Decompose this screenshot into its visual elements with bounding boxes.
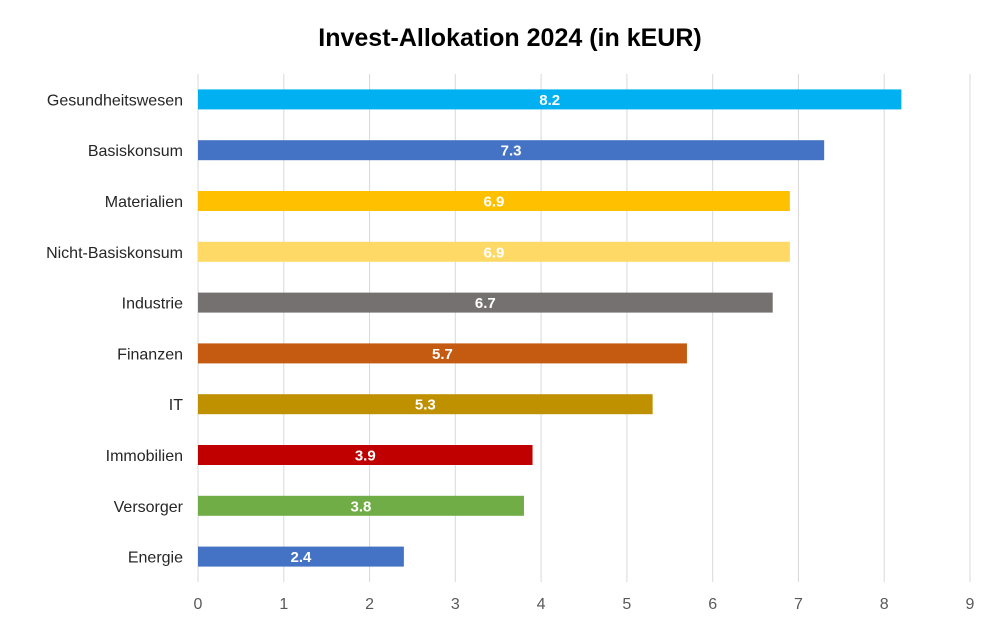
chart-title: Invest-Allokation 2024 (in kEUR) xyxy=(318,24,702,52)
category-label: Immobilien xyxy=(106,448,183,465)
data-label: 6.7 xyxy=(475,295,496,312)
bar xyxy=(198,495,524,516)
x-tick-label: 3 xyxy=(451,596,460,613)
bars xyxy=(198,89,902,567)
data-labels: 8.2 7.3 6.9 6.9 6.7 5.7 5.3 3.9 3.8 2.4 xyxy=(291,92,561,566)
x-tick-label: 8 xyxy=(880,596,889,613)
x-tick-label: 2 xyxy=(365,596,374,613)
data-label: 5.7 xyxy=(432,346,453,363)
category-label: Finanzen xyxy=(117,346,183,363)
bar xyxy=(198,241,790,262)
bar xyxy=(198,89,902,110)
data-label: 6.9 xyxy=(484,244,505,261)
bar xyxy=(198,292,773,313)
x-tick-label: 4 xyxy=(537,596,546,613)
x-tick-labels: 0 1 2 3 4 5 6 7 8 9 xyxy=(194,596,975,613)
bar xyxy=(198,394,653,415)
data-label: 5.3 xyxy=(415,397,436,414)
data-label: 3.9 xyxy=(355,448,376,465)
bar xyxy=(198,191,790,211)
x-tick-label: 9 xyxy=(966,596,975,613)
x-tick-label: 7 xyxy=(794,596,803,613)
category-label: Basiskonsum xyxy=(88,143,183,160)
category-label: Nicht-Basiskonsum xyxy=(46,245,183,262)
x-tick-label: 1 xyxy=(279,596,288,613)
data-label: 7.3 xyxy=(501,143,522,160)
x-tick-label: 6 xyxy=(708,596,717,613)
data-label: 6.9 xyxy=(484,194,505,211)
data-label: 8.2 xyxy=(539,92,560,109)
x-tick-label: 5 xyxy=(622,596,631,613)
data-label: 3.8 xyxy=(351,498,372,515)
category-label: Gesundheitswesen xyxy=(47,92,183,109)
bar xyxy=(198,546,404,567)
data-label: 2.4 xyxy=(291,549,313,566)
category-labels: Gesundheitswesen Basiskonsum Materialien Ni… xyxy=(46,92,184,566)
bar xyxy=(198,343,687,364)
category-label: Energie xyxy=(128,550,183,567)
category-label: Versorger xyxy=(114,499,184,516)
x-tick-label: 0 xyxy=(194,596,203,613)
bar xyxy=(198,140,825,161)
category-label: Materialien xyxy=(105,194,183,211)
category-label: IT xyxy=(169,397,183,414)
category-label: Industrie xyxy=(122,296,183,313)
bar xyxy=(198,445,533,465)
